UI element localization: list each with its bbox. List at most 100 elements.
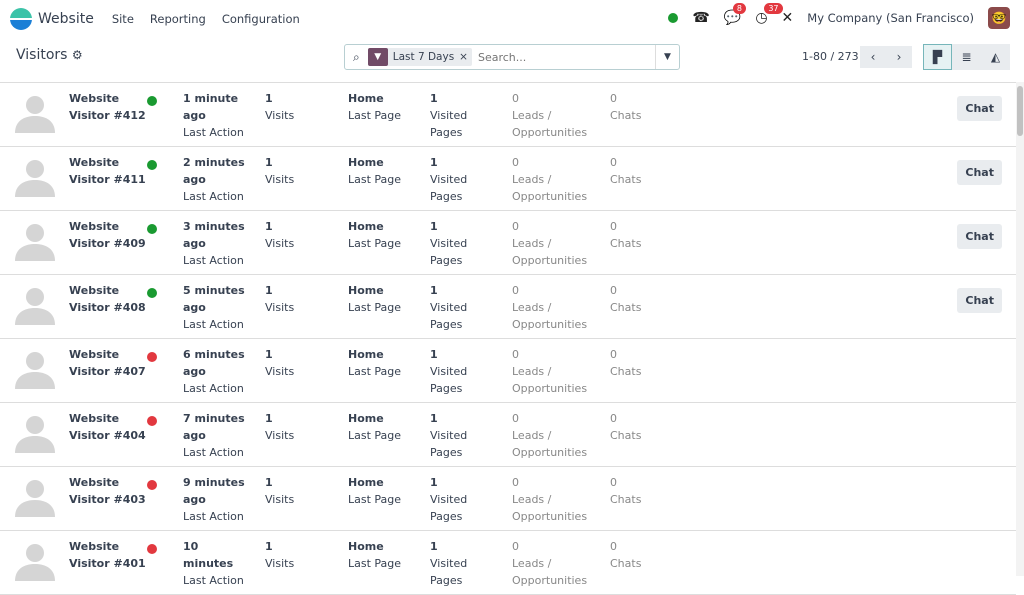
visits-label: Visits [265, 557, 295, 570]
visited-label: Visited [430, 557, 468, 570]
visitor-avatar [13, 219, 57, 263]
visitor-number: Visitor #408 [69, 301, 146, 314]
offline-status-icon [147, 416, 157, 426]
list-view-button[interactable]: ≣ [952, 44, 981, 70]
leads-count: 0 [512, 156, 519, 169]
activities-badge: 37 [764, 3, 783, 14]
last-page: Home [348, 348, 384, 361]
menu-site[interactable]: Site [111, 11, 134, 26]
online-status-icon [147, 224, 157, 234]
visits-count: 1 [265, 540, 273, 553]
chat-button[interactable]: Chat [957, 160, 1002, 185]
offline-status-icon [147, 480, 157, 490]
website-logo-icon[interactable] [10, 7, 32, 30]
user-avatar[interactable]: 🤓 [988, 7, 1010, 29]
visits-label: Visits [265, 493, 295, 506]
gear-icon[interactable]: ⚙ [71, 48, 83, 62]
chats-count: 0 [610, 156, 617, 169]
visited-label: Visited [430, 237, 468, 250]
leads-count: 0 [512, 476, 519, 489]
visitor-card[interactable]: Website Visitor #409 3 minutes ago Last Act… [0, 211, 1016, 275]
last-action-time-2: ago [183, 365, 206, 378]
chats-label: Chats [610, 429, 642, 442]
visits-label: Visits [265, 301, 295, 314]
opportunities-label: Opportunities [512, 446, 588, 459]
visitor-card[interactable]: Website Visitor #412 1 minute ago Last Acti… [0, 83, 1016, 147]
visited-label: Visited [430, 365, 468, 378]
last-page-label: Last Page [348, 109, 402, 122]
page-title[interactable]: Visitors [16, 47, 68, 63]
chats-count: 0 [610, 220, 617, 233]
pages-label: Pages [430, 510, 463, 523]
visits-count: 1 [265, 156, 273, 169]
pager-previous-button[interactable]: ‹ [860, 46, 886, 68]
visitor-card[interactable]: Website Visitor #403 9 minutes ago Last Act… [0, 467, 1016, 531]
visitor-card[interactable]: Website Visitor #401 10 minutes Last Action… [0, 531, 1016, 595]
company-switcher[interactable]: My Company (San Francisco) [807, 11, 974, 25]
opportunities-label: Opportunities [512, 126, 588, 139]
last-action-label: Last Action [183, 510, 244, 523]
visited-pages-count: 1 [430, 476, 438, 489]
visitor-number: Visitor #403 [69, 493, 146, 506]
visitor-name: Website [69, 284, 120, 297]
status-dot-icon[interactable] [668, 13, 679, 23]
chats-count: 0 [610, 284, 617, 297]
last-page-label: Last Page [348, 237, 402, 250]
last-action-time-2: ago [183, 429, 206, 442]
search-options-toggle[interactable]: ▼ [655, 45, 679, 69]
activities-clock-icon[interactable]: ◷ 37 [755, 3, 783, 26]
last-action-time-2: ago [183, 493, 206, 506]
kanban-view-button[interactable]: ▛ [923, 44, 952, 70]
chats-count: 0 [610, 412, 617, 425]
visitor-card[interactable]: Website Visitor #407 6 minutes ago Last Act… [0, 339, 1016, 403]
chat-button[interactable]: Chat [957, 224, 1002, 249]
visitor-card[interactable]: Website Visitor #408 5 minutes ago Last Act… [0, 275, 1016, 339]
visitor-number: Visitor #411 [69, 173, 146, 186]
visited-label: Visited [430, 173, 468, 186]
visited-label: Visited [430, 493, 468, 506]
scrollbar[interactable] [1016, 82, 1024, 576]
pager-value[interactable]: 1-80 / 273 [802, 50, 859, 63]
visitor-name: Website [69, 220, 120, 233]
visitor-name: Website [69, 348, 120, 361]
graph-view-button[interactable]: ◭ [981, 44, 1010, 70]
online-status-icon [147, 160, 157, 170]
visitor-card[interactable]: Website Visitor #411 2 minutes ago Last Act… [0, 147, 1016, 211]
chat-button[interactable]: Chat [957, 288, 1002, 313]
search-input[interactable] [477, 50, 655, 64]
search-bar: ⌕ ▼ Last 7 Days × ▼ [344, 44, 680, 70]
messages-icon[interactable]: 💬 8 [724, 3, 746, 26]
search-icon[interactable]: ⌕ [353, 49, 360, 64]
last-page-label: Last Page [348, 493, 402, 506]
menu-configuration[interactable]: Configuration [221, 11, 300, 26]
chats-count: 0 [610, 92, 617, 105]
visits-count: 1 [265, 284, 273, 297]
facet-remove-icon[interactable]: × [459, 51, 468, 63]
visited-pages-count: 1 [430, 220, 438, 233]
visitor-card[interactable]: Website Visitor #404 7 minutes ago Last Act… [0, 403, 1016, 467]
last-page-label: Last Page [348, 173, 402, 186]
app-name[interactable]: Website [38, 10, 94, 27]
opportunities-label: Opportunities [512, 254, 588, 267]
visitor-name: Website [69, 156, 120, 169]
visitor-number: Visitor #401 [69, 557, 146, 570]
pages-label: Pages [430, 382, 463, 395]
visitor-list: Website Visitor #412 1 minute ago Last Acti… [0, 82, 1016, 595]
visitor-avatar [13, 539, 57, 583]
tools-icon[interactable]: ✕ [781, 10, 794, 26]
visitor-number: Visitor #404 [69, 429, 146, 442]
visitor-name: Website [69, 92, 120, 105]
last-page-label: Last Page [348, 365, 402, 378]
menu-reporting[interactable]: Reporting [149, 11, 206, 26]
leads-label: Leads / [512, 173, 552, 186]
opportunities-label: Opportunities [512, 382, 588, 395]
last-action-time: 10 [183, 540, 199, 553]
chats-label: Chats [610, 173, 642, 186]
last-action-time-2: ago [183, 301, 206, 314]
leads-label: Leads / [512, 365, 552, 378]
messages-badge: 8 [732, 3, 746, 14]
visits-label: Visits [265, 429, 295, 442]
pager-next-button[interactable]: › [886, 46, 912, 68]
phone-icon[interactable]: ☎ [692, 10, 710, 26]
chat-button[interactable]: Chat [957, 96, 1002, 121]
